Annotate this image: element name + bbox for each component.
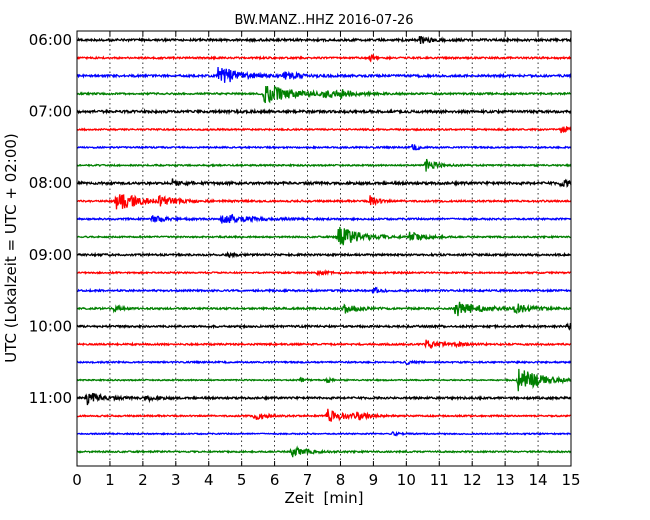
x-tick-label: 14 [529, 471, 548, 489]
trace-row-19 [76, 368, 572, 392]
x-axis-label: Zeit [min] [284, 489, 363, 507]
grid-lines [109, 31, 539, 466]
x-tick-label: 3 [171, 471, 181, 489]
y-tick-label: 06:00 [29, 31, 72, 49]
trace-row-6 [76, 144, 572, 151]
x-tick-label: 0 [72, 471, 82, 489]
trace-row-16 [76, 322, 572, 331]
trace-row-12 [76, 251, 572, 259]
x-tick-label: 2 [138, 471, 148, 489]
trace-row-11 [76, 226, 572, 246]
x-tick-label: 4 [204, 471, 214, 489]
trace-row-10 [76, 213, 572, 224]
trace-row-7 [76, 158, 572, 172]
trace-row-22 [76, 430, 572, 437]
y-tick-label: 08:00 [29, 174, 72, 192]
x-tick-label: 13 [496, 471, 515, 489]
plot-frame [76, 30, 572, 467]
trace-row-4 [76, 107, 572, 116]
y-tick-label: 10:00 [29, 317, 72, 335]
trace-row-18 [76, 359, 572, 366]
y-axis-label: UTC (Lokalzeit = UTC + 02:00) [2, 133, 20, 363]
trace-row-23 [76, 445, 572, 458]
trace-group [76, 35, 572, 458]
x-tick-label: 5 [237, 471, 247, 489]
y-tick-label: 09:00 [29, 246, 72, 264]
x-tick-label: 9 [369, 471, 379, 489]
trace-row-3 [76, 85, 572, 104]
trace-row-14 [76, 286, 572, 295]
trace-row-21 [76, 408, 572, 422]
y-tick-label: 07:00 [29, 103, 72, 121]
x-tick-label: 11 [430, 471, 449, 489]
x-tick-label: 7 [303, 471, 313, 489]
x-tick-label: 10 [397, 471, 416, 489]
chart-title: BW.MANZ..HHZ 2016-07-26 [234, 13, 413, 28]
trace-row-2 [76, 67, 572, 83]
trace-row-5 [76, 125, 572, 134]
trace-row-20 [76, 392, 572, 406]
x-axis: 0 1 2 3 4 5 6 7 8 9 10 11 12 13 14 15 [72, 31, 581, 489]
trace-row-0 [76, 35, 572, 45]
y-axis: 06:00 07:00 08:00 09:00 10:00 11:00 [29, 31, 571, 407]
trace-row-1 [76, 53, 572, 63]
x-tick-label: 1 [105, 471, 115, 489]
trace-row-15 [77, 301, 572, 317]
trace-row-8 [76, 178, 572, 188]
x-tick-label: 8 [336, 471, 346, 489]
x-tick-label: 6 [270, 471, 280, 489]
x-tick-label: 15 [561, 471, 580, 489]
y-tick-label: 11:00 [29, 389, 72, 407]
trace-row-13 [76, 268, 572, 277]
trace-row-9 [76, 194, 572, 210]
trace-row-17 [76, 339, 572, 350]
x-tick-label: 12 [463, 471, 482, 489]
